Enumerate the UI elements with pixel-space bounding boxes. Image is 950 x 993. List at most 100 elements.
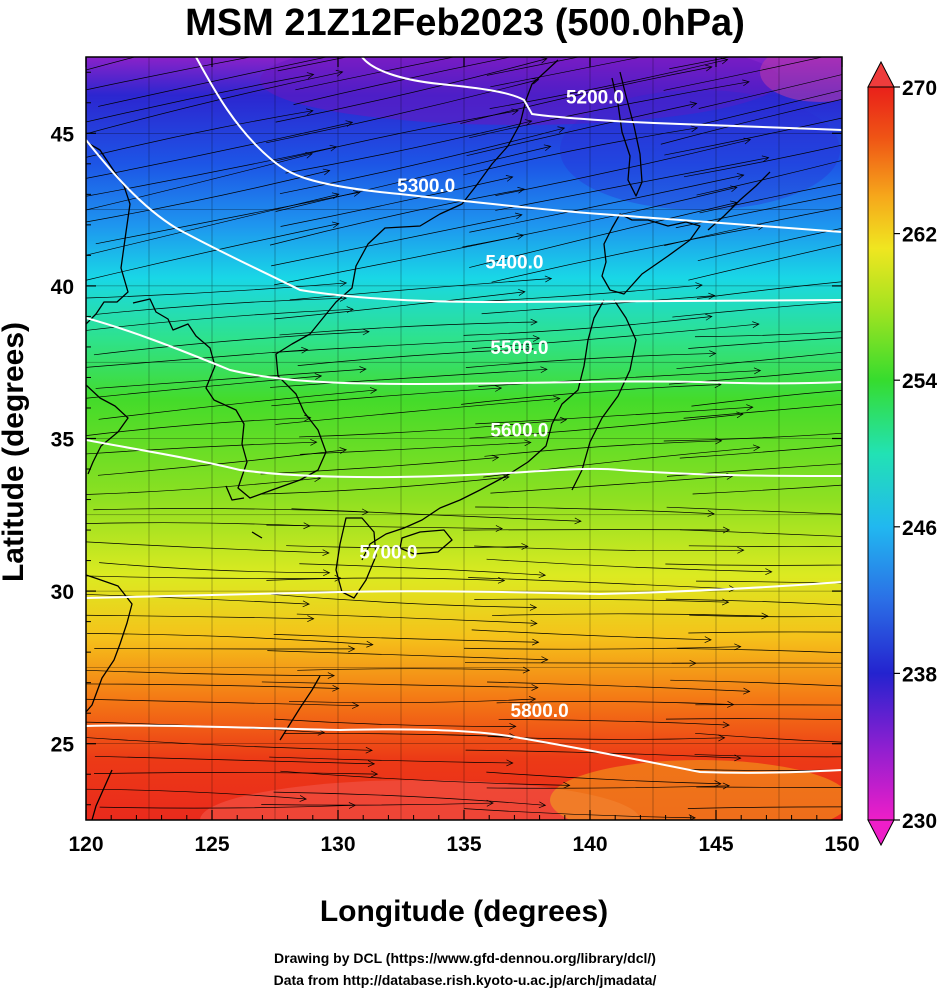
streamline — [478, 370, 761, 387]
streamline — [687, 806, 842, 809]
streamline — [694, 754, 842, 758]
streamline — [280, 0, 515, 55]
streamline — [689, 614, 842, 618]
streamline-arrow — [722, 526, 731, 534]
streamline — [299, 563, 546, 576]
streamline — [694, 331, 842, 338]
streamline-arrow — [912, 192, 919, 198]
streamline-arrow — [332, 684, 340, 692]
streamline — [274, 110, 519, 162]
streamline-arrow — [293, 16, 300, 22]
contour-label: 5300.0 — [397, 176, 455, 197]
streamline-arrow — [348, 645, 356, 653]
streamline-arrow — [910, 294, 916, 300]
contour-line-5300 — [195, 57, 842, 233]
streamline-arrow — [530, 318, 538, 326]
streamline — [688, 631, 842, 634]
streamline-arrow — [714, 780, 722, 787]
streamline-arrow — [516, 233, 525, 240]
streamline — [464, 808, 696, 819]
streamline — [94, 648, 355, 650]
streamline-arrow — [912, 834, 918, 840]
streamline-arrow — [736, 173, 745, 180]
streamline-arrow — [494, 385, 503, 392]
streamline — [95, 191, 360, 245]
streamline — [691, 389, 842, 407]
streamline-arrow — [342, 57, 343, 58]
streamline-arrow — [929, 611, 935, 617]
streamline-arrow — [509, 723, 517, 730]
streamline — [86, 737, 373, 751]
streamline — [688, 337, 842, 349]
streamline-arrow — [942, 538, 948, 544]
streamline-arrow — [727, 24, 734, 30]
streamline — [685, 769, 842, 771]
streamline — [495, 139, 751, 196]
streamline — [275, 146, 551, 212]
streamline-arrow — [742, 79, 750, 87]
colorbar-tick-label: 230 — [902, 810, 937, 833]
streamline-arrow — [938, 654, 944, 660]
streamline — [498, 718, 730, 726]
streamline — [94, 755, 375, 765]
y-axis-ticks: 25 30 35 40 45 — [51, 71, 842, 806]
streamline — [285, 120, 532, 174]
streamline-arrow — [752, 444, 761, 452]
streamline — [676, 648, 842, 654]
streamline — [695, 704, 842, 706]
contour-line-5400 — [86, 139, 842, 304]
wind-streamlines — [80, 0, 948, 840]
streamline-arrow — [695, 282, 703, 289]
streamline — [486, 785, 730, 789]
streamline — [471, 323, 759, 349]
streamline-arrow — [547, 35, 554, 41]
streamline — [261, 681, 538, 688]
streamline — [463, 127, 698, 176]
streamline — [464, 662, 696, 664]
streamline-arrow — [306, 108, 314, 116]
streamline — [486, 558, 772, 573]
streamline-arrow — [558, 828, 564, 834]
streamline-arrow — [705, 313, 713, 321]
streamline-arrow — [307, 615, 315, 622]
y-tick-label: 25 — [51, 734, 75, 757]
streamline-arrow — [918, 719, 924, 725]
streamline-arrow — [690, 125, 699, 133]
streamline — [277, 57, 350, 72]
streamline-arrow — [528, 695, 537, 703]
streamline-arrow — [896, 561, 902, 567]
streamline — [279, 321, 538, 336]
streamline-arrow — [365, 746, 373, 754]
x-axis-ticks: 120 125 130 135 140 145 150 — [68, 57, 860, 856]
streamline — [94, 772, 378, 775]
streamline-arrow — [530, 619, 538, 627]
colorbar: 230 238 246 254 262 270 — [867, 60, 937, 847]
streamline-arrow — [931, 688, 937, 694]
streamline — [86, 223, 339, 281]
contour-line-5700 — [86, 581, 842, 599]
streamline — [86, 614, 314, 620]
streamline — [86, 788, 307, 800]
streamline-arrow — [353, 190, 361, 197]
streamline — [86, 541, 329, 554]
streamline — [481, 295, 715, 315]
streamline-arrow — [506, 759, 514, 767]
streamline — [273, 791, 546, 806]
streamline — [665, 598, 842, 606]
streamline-arrow — [753, 367, 762, 375]
colorbar-min-arrow — [867, 819, 895, 847]
streamline-arrow — [495, 525, 503, 532]
streamline — [469, 202, 737, 268]
streamline-arrow — [301, 346, 309, 354]
streamline — [99, 562, 330, 574]
streamline-arrow — [720, 57, 729, 65]
streamline-arrow — [928, 394, 935, 400]
streamline-arrow — [753, 32, 760, 38]
streamline-arrow — [715, 437, 723, 445]
streamline — [80, 0, 344, 52]
streamline-arrow — [306, 72, 315, 79]
x-tick-label: 145 — [698, 833, 733, 856]
x-tick-label: 120 — [68, 833, 103, 856]
streamline-arrow — [558, 11, 565, 17]
